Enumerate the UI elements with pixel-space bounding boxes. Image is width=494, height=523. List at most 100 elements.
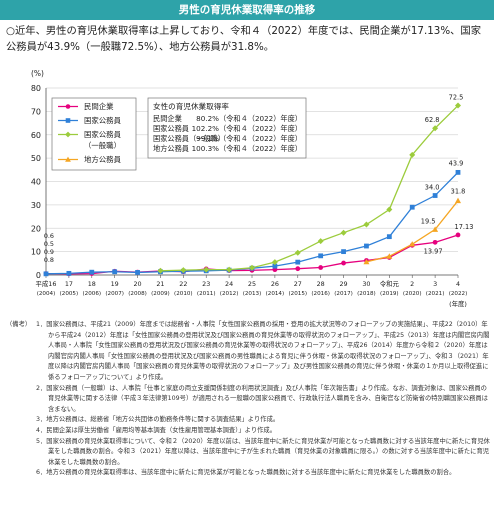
legend-label: 地方公務員 bbox=[84, 155, 122, 164]
data-point bbox=[318, 265, 324, 270]
x-tick-label: 4 bbox=[456, 280, 460, 288]
value-label: 72.5 bbox=[449, 94, 464, 102]
x-tick-label: 22 bbox=[179, 280, 187, 288]
x-tick-year: (2020) bbox=[403, 291, 422, 297]
data-point bbox=[65, 156, 71, 162]
start-value-label: 0.9 bbox=[44, 248, 54, 256]
data-point bbox=[432, 125, 439, 132]
data-point bbox=[65, 104, 71, 109]
data-point bbox=[386, 206, 393, 213]
info-box-label: 国家公務員（一般職） bbox=[153, 134, 225, 143]
start-value-label: 0.6 bbox=[44, 232, 54, 240]
note-item: 4．民間企業は厚生労働省「雇用均等基本調査（女性雇用管理基本調査）」より作成。 bbox=[36, 426, 277, 434]
data-point bbox=[65, 118, 71, 123]
x-tick-year: (2009) bbox=[151, 291, 170, 297]
legend-label: 国家公務員 bbox=[84, 130, 122, 139]
y-tick-label: 80 bbox=[31, 84, 41, 93]
legend-label: （一般職） bbox=[84, 141, 121, 150]
value-label: 17.13 bbox=[455, 223, 474, 231]
x-tick-label: 30 bbox=[362, 280, 370, 288]
x-tick-label: 23 bbox=[202, 280, 210, 288]
data-point bbox=[409, 151, 416, 158]
data-point bbox=[272, 263, 278, 269]
x-tick-year: (2016) bbox=[311, 291, 330, 297]
x-tick-year: (2019) bbox=[380, 291, 399, 297]
notes-section: （備考） 1．国家公務員は、平成21（2009）年度までは総務省・人事院「女性国… bbox=[6, 320, 490, 479]
data-point bbox=[432, 193, 438, 198]
data-point bbox=[409, 241, 416, 247]
series-2 bbox=[157, 102, 461, 274]
page-title: 男性の育児休業取得率の推移 bbox=[0, 0, 494, 20]
data-point bbox=[89, 269, 95, 275]
value-label: 31.8 bbox=[451, 188, 466, 196]
x-tick-label: 18 bbox=[88, 280, 96, 288]
y-tick-label: 0 bbox=[36, 271, 41, 280]
start-value-label: 0.5 bbox=[44, 240, 54, 248]
data-point bbox=[455, 232, 461, 238]
x-tick-year: (2008) bbox=[128, 291, 147, 297]
value-label: 62.8 bbox=[425, 116, 440, 124]
data-point bbox=[157, 267, 164, 274]
data-point bbox=[340, 229, 347, 236]
x-tick-year: (2011) bbox=[197, 291, 216, 297]
data-point bbox=[455, 102, 461, 109]
x-tick-label: 19 bbox=[111, 280, 119, 288]
x-tick-year: (2018) bbox=[357, 291, 376, 297]
start-value-label: 0.8 bbox=[44, 256, 54, 264]
x-tick-label: 27 bbox=[294, 280, 302, 288]
data-point bbox=[43, 271, 49, 277]
note-item: 3．地方公務員は、総務省「地方公共団体の勤務条件等に関する調査結果」より作成。 bbox=[36, 416, 280, 424]
info-box-value: 100.3%（令和４（2022）年度） bbox=[192, 144, 302, 153]
x-tick-label: 29 bbox=[339, 280, 347, 288]
info-box-value: 99.1%（令和４（2022）年度） bbox=[196, 134, 302, 143]
x-tick-year: (2015) bbox=[288, 291, 307, 297]
value-label: 13.97 bbox=[424, 247, 443, 255]
y-tick-label: 60 bbox=[31, 131, 41, 140]
x-tick-label: 26 bbox=[271, 280, 279, 288]
x-tick-label: 令和元 bbox=[380, 279, 400, 288]
x-tick-label: 2 bbox=[410, 280, 414, 288]
note-item: 2．国家公務員（一般職）は、人事院「仕事と家庭の両立支援関係制度の利用状況調査」… bbox=[36, 384, 488, 413]
y-tick-label: 70 bbox=[31, 107, 41, 116]
x-tick-label: 3 bbox=[433, 280, 437, 288]
notes-list: 1．国家公務員は、平成21（2009）年度までは総務省・人事院「女性国家公務員の… bbox=[36, 320, 490, 479]
legend-label: 国家公務員 bbox=[84, 116, 122, 125]
x-tick-label: 平成16 bbox=[36, 279, 57, 288]
data-point bbox=[455, 197, 461, 204]
notes-header: （備考） bbox=[6, 321, 32, 328]
value-label: 43.9 bbox=[449, 159, 464, 167]
x-tick-year: (2021) bbox=[426, 291, 445, 297]
series-1 bbox=[43, 169, 461, 277]
info-box-label: 民間企業 bbox=[153, 114, 182, 123]
data-point bbox=[203, 266, 210, 273]
data-point bbox=[135, 270, 140, 275]
series-line bbox=[45, 171, 459, 275]
data-point bbox=[363, 221, 370, 228]
data-point bbox=[432, 226, 439, 232]
x-tick-year: (2007) bbox=[105, 291, 124, 297]
info-box-value: 80.2%（令和４（2022）年度） bbox=[196, 114, 302, 123]
data-point bbox=[249, 264, 255, 271]
data-point bbox=[180, 267, 187, 274]
data-point bbox=[295, 259, 301, 265]
intro-summary: ○近年、男性の育児休業取得率は上昇しており、令和４（2022）年度では、民間企業… bbox=[6, 25, 481, 53]
value-labels: 13.97 17.13 34.0 43.9 62.8 72.5 19.5 31.8 0.60.5… bbox=[44, 94, 474, 264]
x-tick-year: (2004) bbox=[37, 291, 56, 297]
x-tick-year: (2014) bbox=[266, 291, 285, 297]
x-tick-year: (2013) bbox=[243, 291, 262, 297]
data-point bbox=[318, 253, 324, 259]
data-point bbox=[432, 239, 438, 245]
x-tick-label: 25 bbox=[248, 280, 256, 288]
data-point bbox=[386, 234, 392, 240]
x-tick-year: (2022) bbox=[449, 291, 468, 297]
x-tick-label: 21 bbox=[156, 280, 164, 288]
data-point bbox=[341, 249, 346, 255]
data-point bbox=[271, 259, 278, 266]
value-label: 34.0 bbox=[425, 184, 440, 192]
series-3 bbox=[363, 197, 461, 265]
x-axis-label: (年度) bbox=[449, 299, 467, 308]
y-tick-label: 10 bbox=[31, 248, 41, 257]
